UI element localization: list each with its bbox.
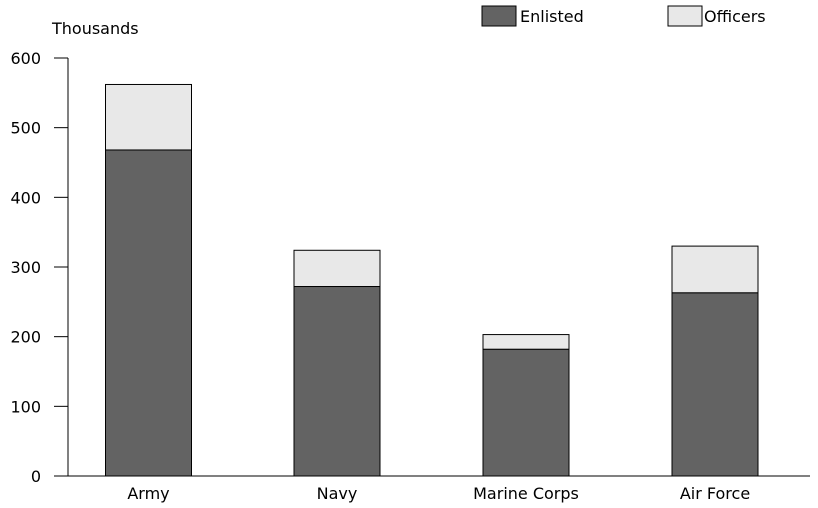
legend-swatch-enlisted [481, 5, 517, 27]
x-category-label: Navy [317, 484, 358, 503]
legend: Enlisted Officers [481, 5, 766, 27]
x-labels: Army Navy Marine Corps Air Force [127, 484, 750, 503]
y-tick-label: 0 [31, 467, 41, 486]
legend-label-officers: Officers [704, 7, 766, 26]
bar-officers-army [105, 83, 192, 151]
y-tick-label: 500 [10, 119, 41, 138]
y-tick-label: 300 [10, 258, 41, 277]
y-tick-label: 100 [10, 397, 41, 416]
bar-officers-navy [293, 249, 381, 288]
x-category-label: Marine Corps [473, 484, 579, 503]
legend-swatch-officers [667, 5, 703, 27]
bar-enlisted-air-force [671, 292, 759, 477]
y-tick-label: 400 [10, 188, 41, 207]
legend-label-enlisted: Enlisted [520, 7, 584, 26]
x-category-label: Air Force [680, 484, 750, 503]
bar-enlisted-marine-corps [482, 348, 570, 477]
y-tick-label: 200 [10, 328, 41, 347]
y-axis-unit-label: Thousands [51, 19, 139, 38]
bar-officers-marine-corps [482, 334, 570, 350]
bar-enlisted-army [105, 149, 192, 477]
bars [105, 83, 759, 477]
y-ticks: 0 100 200 300 400 500 600 [10, 49, 68, 486]
x-category-label: Army [127, 484, 169, 503]
y-tick-label: 600 [10, 49, 41, 68]
bar-officers-air-force [671, 245, 759, 294]
bar-enlisted-navy [293, 286, 381, 477]
